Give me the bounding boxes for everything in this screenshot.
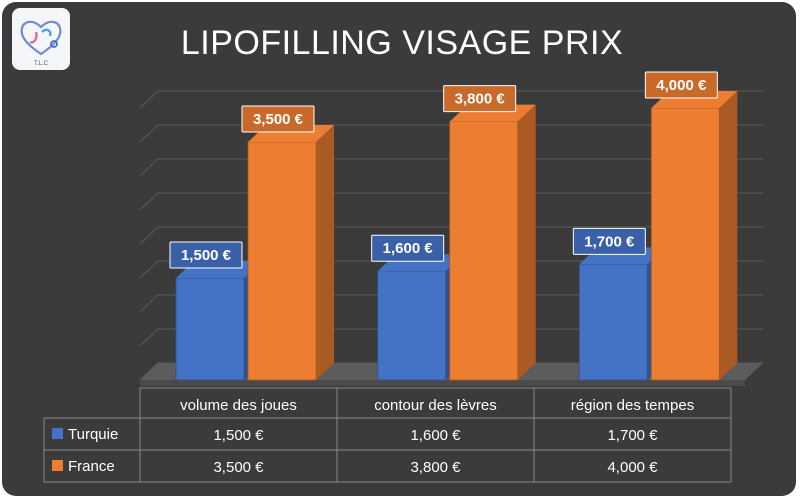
data-label-box-turquie-1: [371, 234, 445, 262]
legend-swatch-turquie: [52, 428, 63, 439]
data-label-box-france-2: [644, 71, 718, 99]
legend-swatch-france: [52, 460, 63, 471]
legend-label-france: France: [68, 458, 115, 475]
gridline-side: [139, 294, 159, 313]
bar-france-1: [449, 121, 519, 381]
table-cell-france-2: 4,000 €: [607, 459, 658, 476]
data-label-box-turquie-0: [169, 241, 243, 269]
bar-side-france-1: [517, 104, 536, 380]
data-label-box-france-1: [443, 85, 517, 113]
x-tick-label-2: région des tempes: [571, 397, 694, 414]
bar-turquie-1: [377, 270, 447, 381]
gridline-side: [139, 192, 159, 211]
gridline-side: [139, 260, 159, 279]
floor-edge: [140, 380, 745, 386]
table-cell-turquie-0: 1,500 €: [213, 427, 264, 444]
bar-turquie-0: [175, 277, 245, 381]
bar-side-france-0: [316, 125, 334, 380]
gridline-side: [139, 226, 159, 245]
x-tick-label-1: contour des lèvres: [374, 397, 497, 414]
bar-france-0: [247, 141, 317, 381]
data-label-box-france-0: [241, 105, 315, 133]
data-label-turquie-1: 1,600 €: [383, 240, 434, 257]
heart-stethoscope-icon: T.L.C: [20, 20, 62, 67]
x-tick-label-0: volume des joues: [180, 397, 297, 414]
legend-label-turquie: Turquie: [68, 426, 118, 443]
data-label-france-2: 4,000 €: [656, 77, 707, 94]
bar-france-2: [650, 107, 720, 381]
bar-side-france-2: [719, 91, 738, 380]
data-label-turquie-0: 1,500 €: [181, 247, 232, 264]
data-label-box-turquie-2: [572, 227, 646, 255]
table-cell-turquie-1: 1,600 €: [410, 427, 461, 444]
data-label-france-1: 3,800 €: [455, 91, 506, 108]
logo: T.L.C: [12, 8, 70, 70]
data-label-france-0: 3,500 €: [253, 111, 304, 128]
data-label-turquie-2: 1,700 €: [584, 233, 635, 250]
gridline-side: [139, 90, 159, 109]
table-cell-france-0: 3,500 €: [213, 459, 264, 476]
table-cell-france-1: 3,800 €: [410, 459, 461, 476]
table-cell-turquie-2: 1,700 €: [607, 427, 658, 444]
chart-title: LIPOFILLING VISAGE PRIX: [180, 24, 624, 62]
bar-turquie-2: [578, 263, 648, 381]
logo-text: T.L.C: [34, 61, 49, 67]
gridline-side: [139, 158, 159, 177]
gridline-side: [139, 328, 159, 347]
gridline-side: [139, 124, 159, 143]
